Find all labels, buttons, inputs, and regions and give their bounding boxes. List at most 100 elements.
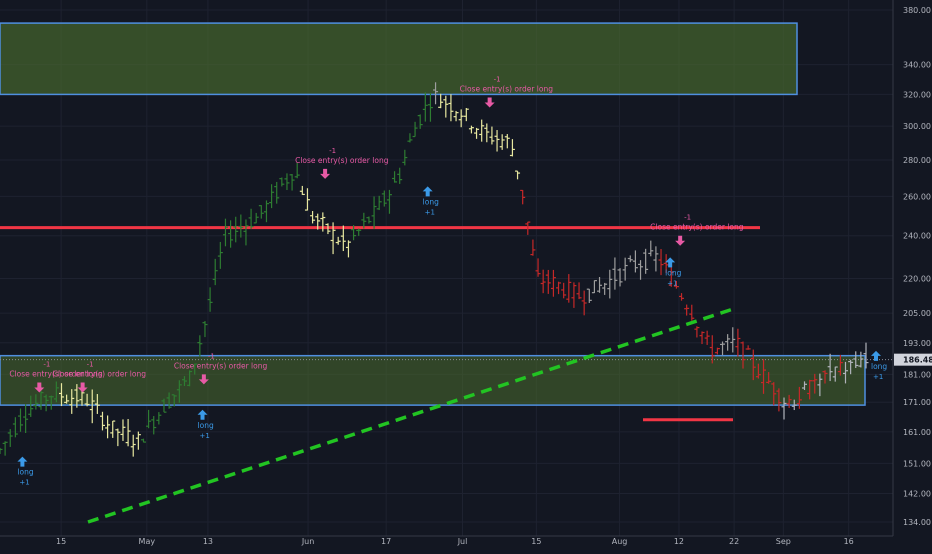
price-bar xyxy=(330,222,336,255)
price-bar xyxy=(468,125,474,134)
price-bar xyxy=(335,236,341,245)
y-tick-label: 320.00 xyxy=(903,90,931,99)
price-bar xyxy=(489,126,495,145)
price-bar xyxy=(499,134,505,150)
price-bar xyxy=(561,282,567,299)
y-tick-label: 300.00 xyxy=(903,122,931,131)
x-tick-label: 15 xyxy=(56,537,66,546)
price-bar xyxy=(433,82,439,105)
price-bar xyxy=(212,258,218,286)
price-bar xyxy=(99,411,105,431)
close-qty-label: -1 xyxy=(87,361,94,369)
x-tick-label: 22 xyxy=(729,537,739,546)
price-bar xyxy=(192,363,198,375)
price-bar xyxy=(679,293,685,301)
price-bar xyxy=(130,434,136,457)
long-label: long xyxy=(198,421,214,430)
y-tick-label: 340.00 xyxy=(903,61,931,70)
price-bar xyxy=(110,420,116,438)
y-tick-label: 205.00 xyxy=(903,309,931,318)
long-arrow-icon xyxy=(422,186,433,197)
lower-zone xyxy=(0,354,866,406)
price-bar xyxy=(653,246,659,272)
price-bar xyxy=(325,223,331,235)
price-bar xyxy=(474,127,480,139)
long-label: long xyxy=(17,468,33,477)
price-bar xyxy=(520,189,526,205)
price-bar xyxy=(643,248,649,274)
price-bar xyxy=(187,370,193,387)
price-bar xyxy=(207,287,213,312)
y-tick-label: 151.00 xyxy=(903,459,931,468)
price-bar xyxy=(146,409,152,429)
x-axis-panel xyxy=(0,536,932,550)
price-bar xyxy=(632,250,638,273)
price-bar xyxy=(2,441,8,456)
long-qty-label: +1 xyxy=(200,432,210,440)
price-bar xyxy=(89,389,95,424)
x-tick-label: May xyxy=(139,537,156,546)
price-bar xyxy=(704,330,710,345)
x-tick-label: 12 xyxy=(674,537,684,546)
price-bar xyxy=(243,219,249,246)
price-bar xyxy=(714,347,720,355)
price-bar xyxy=(827,353,833,382)
price-bar xyxy=(812,373,818,394)
price-bar xyxy=(171,394,177,407)
x-tick-label: Aug xyxy=(612,537,628,546)
price-bar xyxy=(412,121,418,138)
y-tick-label: 220.00 xyxy=(903,274,931,283)
price-bar xyxy=(151,416,157,435)
price-bar xyxy=(263,200,269,223)
price-bar xyxy=(140,438,146,443)
y-tick-label: 171.00 xyxy=(903,398,931,407)
price-bar xyxy=(53,381,59,403)
price-bar xyxy=(238,214,244,238)
price-bar xyxy=(530,239,536,256)
price-bar xyxy=(735,328,741,357)
price-bar xyxy=(310,211,316,224)
price-bar xyxy=(376,195,382,211)
price-bar xyxy=(125,419,131,447)
long-arrow-icon xyxy=(197,409,208,420)
price-bar xyxy=(858,351,864,368)
price-bar xyxy=(525,221,531,235)
close-order-label: Close entry(s) order long xyxy=(295,156,389,165)
price-bar xyxy=(658,249,664,276)
price-bar xyxy=(843,361,849,384)
price-bar xyxy=(745,345,751,350)
trend-line xyxy=(87,306,736,524)
price-bar xyxy=(69,389,75,414)
price-bar xyxy=(345,240,351,258)
price-bar xyxy=(648,240,654,257)
price-bar xyxy=(222,218,228,247)
price-bar xyxy=(822,370,828,384)
price-bar xyxy=(689,304,695,321)
price-bar xyxy=(730,327,736,353)
price-bar xyxy=(781,397,787,420)
price-bar xyxy=(796,386,802,409)
close-arrow-icon xyxy=(77,382,88,393)
price-bar xyxy=(786,394,792,408)
price-bar xyxy=(550,269,556,297)
y-tick-label: 142.00 xyxy=(903,490,931,499)
price-bar xyxy=(448,94,454,122)
price-bar xyxy=(463,107,469,122)
price-bar xyxy=(479,119,485,142)
price-bar xyxy=(320,212,326,232)
price-bar xyxy=(392,171,398,183)
price-bar xyxy=(279,177,285,187)
price-bar xyxy=(356,228,362,236)
price-bar xyxy=(74,384,80,408)
price-bar xyxy=(115,428,121,447)
price-bar xyxy=(12,417,18,438)
price-bar xyxy=(453,110,459,122)
price-bar xyxy=(617,268,623,287)
price-bar xyxy=(289,173,295,191)
price-bar xyxy=(699,331,705,345)
y-tick-label: 380.00 xyxy=(903,6,931,15)
price-bar xyxy=(755,363,761,379)
price-bar xyxy=(556,281,562,295)
